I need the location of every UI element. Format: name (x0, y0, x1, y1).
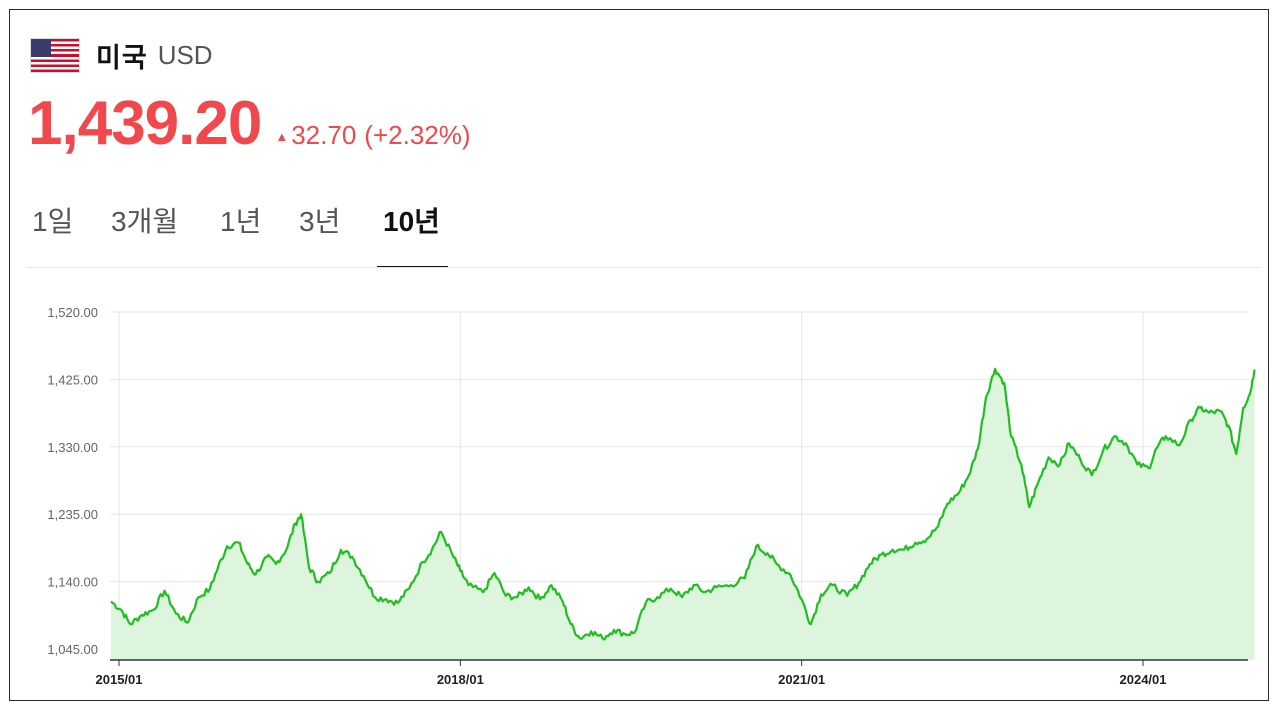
change-value: 32.70 (291, 120, 357, 150)
tab-3y[interactable]: 3년 (299, 206, 341, 237)
up-triangle-icon: ▲ (275, 129, 289, 144)
x-tick-label: 2018/01 (437, 672, 484, 687)
y-tick-label: 1,235.00 (47, 507, 98, 522)
current-price: 1,439.20 (28, 89, 262, 158)
change-percent: (+2.32%) (364, 120, 471, 150)
tab-1y[interactable]: 1년 (220, 206, 262, 237)
y-tick-label: 1,520.00 (47, 305, 98, 320)
price-row: 1,439.20 ▲ 32.70 (+2.32%) (28, 88, 471, 159)
tab-3m[interactable]: 3개월 (111, 206, 179, 237)
area-fill (111, 368, 1255, 660)
country-name: 미국 (96, 43, 148, 73)
price-change: ▲ 32.70 (+2.32%) (275, 120, 470, 151)
currency-code: USD (157, 40, 213, 70)
currency-header: 미국 USD (30, 36, 213, 75)
tabs-divider (26, 267, 1260, 268)
tab-1d[interactable]: 1일 (32, 206, 74, 237)
us-flag-icon (30, 38, 80, 73)
y-tick-label: 1,425.00 (47, 372, 98, 387)
chart-axes: 1,520.00 1,425.00 1,330.00 1,235.00 1,140.00… (47, 305, 1248, 687)
series-line (110, 367, 1256, 641)
y-tick-label: 1,045.00 (47, 642, 98, 657)
x-tick-label: 2024/01 (1120, 672, 1167, 687)
x-tick-label: 2015/01 (96, 672, 143, 687)
tab-10y[interactable]: 10년 (383, 206, 440, 237)
x-tick-label: 2021/01 (778, 672, 825, 687)
y-tick-label: 1,140.00 (47, 575, 98, 590)
y-tick-label: 1,330.00 (47, 440, 98, 455)
